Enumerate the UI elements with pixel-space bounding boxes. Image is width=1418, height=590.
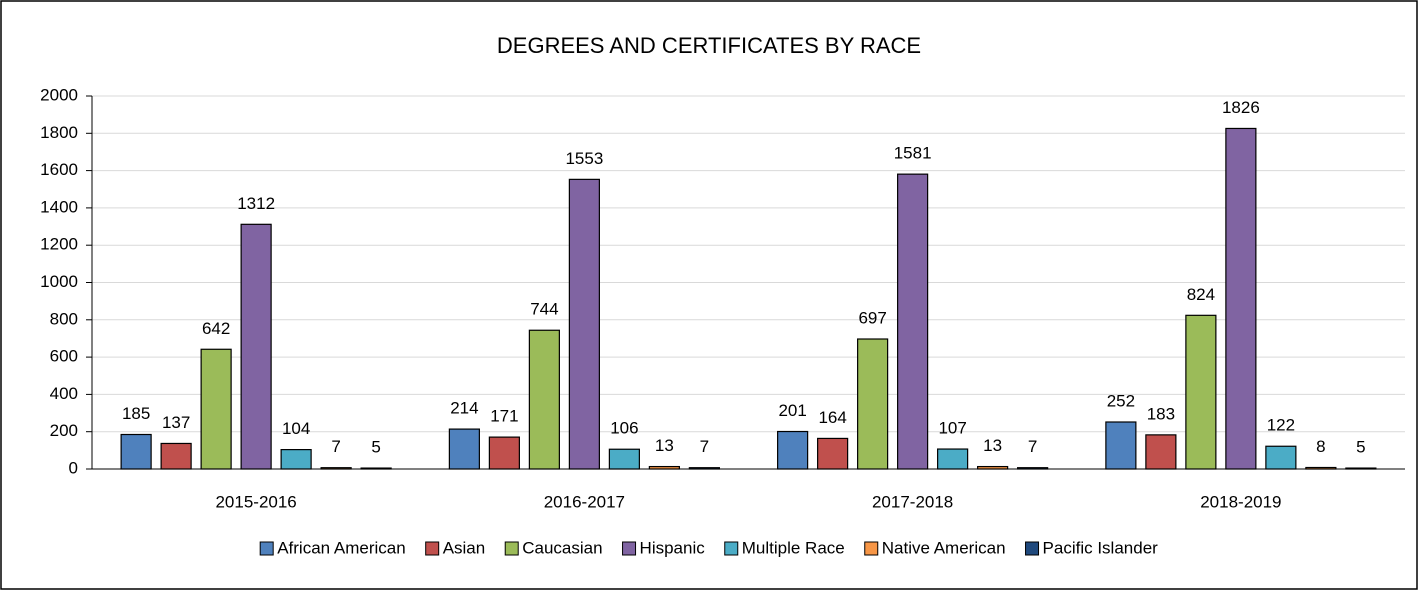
bar <box>897 173 929 470</box>
legend-swatch <box>724 541 739 556</box>
data-label: 13 <box>983 436 1002 455</box>
data-label: 13 <box>655 436 674 455</box>
y-tick-label: 1000 <box>40 272 78 291</box>
y-tick-label: 1600 <box>40 160 78 179</box>
legend-swatch <box>622 541 637 556</box>
data-label: 214 <box>450 399 478 418</box>
bar <box>608 448 640 470</box>
y-tick-label: 200 <box>50 421 78 440</box>
bar <box>817 437 849 470</box>
bar <box>937 448 969 470</box>
legend-label: Native American <box>882 538 1006 557</box>
data-label: 1826 <box>1222 98 1260 117</box>
data-label: 8 <box>1316 437 1325 456</box>
y-tick-label: 1200 <box>40 235 78 254</box>
legend-label: Multiple Race <box>742 538 845 557</box>
data-label: 1312 <box>237 194 275 213</box>
legend-label: Caucasian <box>522 538 602 557</box>
bar <box>160 442 192 470</box>
data-label: 5 <box>1356 438 1365 457</box>
data-label: 201 <box>778 401 806 420</box>
data-label: 7 <box>700 437 709 456</box>
bar <box>1225 127 1257 470</box>
y-tick-label: 600 <box>50 347 78 366</box>
data-label: 1581 <box>894 144 932 163</box>
x-tick-label: 2018-2019 <box>1200 492 1281 511</box>
bar <box>240 223 272 470</box>
bar <box>688 467 720 470</box>
chart-title: DEGREES AND CERTIFICATES BY RACE <box>497 33 921 58</box>
legend-label: Pacific Islander <box>1043 538 1159 557</box>
y-tick-label: 400 <box>50 384 78 403</box>
legend-swatch <box>259 541 274 556</box>
data-label: 697 <box>858 308 886 327</box>
y-tick-label: 1400 <box>40 197 78 216</box>
bar <box>200 348 232 470</box>
x-tick-label: 2016-2017 <box>544 492 625 511</box>
data-label: 104 <box>282 419 310 438</box>
bar <box>568 178 600 470</box>
x-tick-label: 2015-2016 <box>215 492 296 511</box>
x-tick-label: 2017-2018 <box>872 492 953 511</box>
data-label: 185 <box>122 404 150 423</box>
y-tick-label: 800 <box>50 309 78 328</box>
bar <box>1105 421 1137 470</box>
bar <box>1017 467 1049 470</box>
legend-label: Hispanic <box>640 538 706 557</box>
data-label: 7 <box>1028 437 1037 456</box>
bar <box>1265 445 1297 470</box>
bar <box>777 430 809 470</box>
bar <box>648 465 680 470</box>
bar <box>1345 467 1377 470</box>
bar <box>857 338 889 470</box>
bar <box>120 433 152 470</box>
data-label: 252 <box>1107 391 1135 410</box>
bar <box>1185 314 1217 470</box>
data-label: 171 <box>490 407 518 426</box>
legend-label: Asian <box>443 538 486 557</box>
bar <box>360 467 392 470</box>
bar <box>448 428 480 470</box>
data-label: 137 <box>162 413 190 432</box>
bar <box>977 465 1009 470</box>
y-tick-label: 2000 <box>40 85 78 104</box>
legend-swatch <box>504 541 519 556</box>
y-tick-label: 1800 <box>40 123 78 142</box>
bar <box>1305 466 1337 470</box>
legend-swatch <box>425 541 440 556</box>
y-tick-label: 0 <box>69 458 78 477</box>
data-label: 642 <box>202 319 230 338</box>
data-label: 7 <box>331 437 340 456</box>
data-label: 107 <box>938 419 966 438</box>
data-label: 744 <box>530 300 558 319</box>
bar <box>1145 434 1177 470</box>
data-label: 122 <box>1267 416 1295 435</box>
data-label: 5 <box>371 438 380 457</box>
data-label: 164 <box>818 408 846 427</box>
data-label: 183 <box>1147 404 1175 423</box>
legend-swatch <box>864 541 879 556</box>
data-label: 824 <box>1187 285 1215 304</box>
legend-swatch <box>1025 541 1040 556</box>
bar <box>488 436 520 470</box>
legend-label: African American <box>277 538 406 557</box>
data-label: 1553 <box>565 149 603 168</box>
data-label: 106 <box>610 419 638 438</box>
bar <box>320 467 352 470</box>
bar <box>528 329 560 470</box>
bar <box>280 449 312 470</box>
